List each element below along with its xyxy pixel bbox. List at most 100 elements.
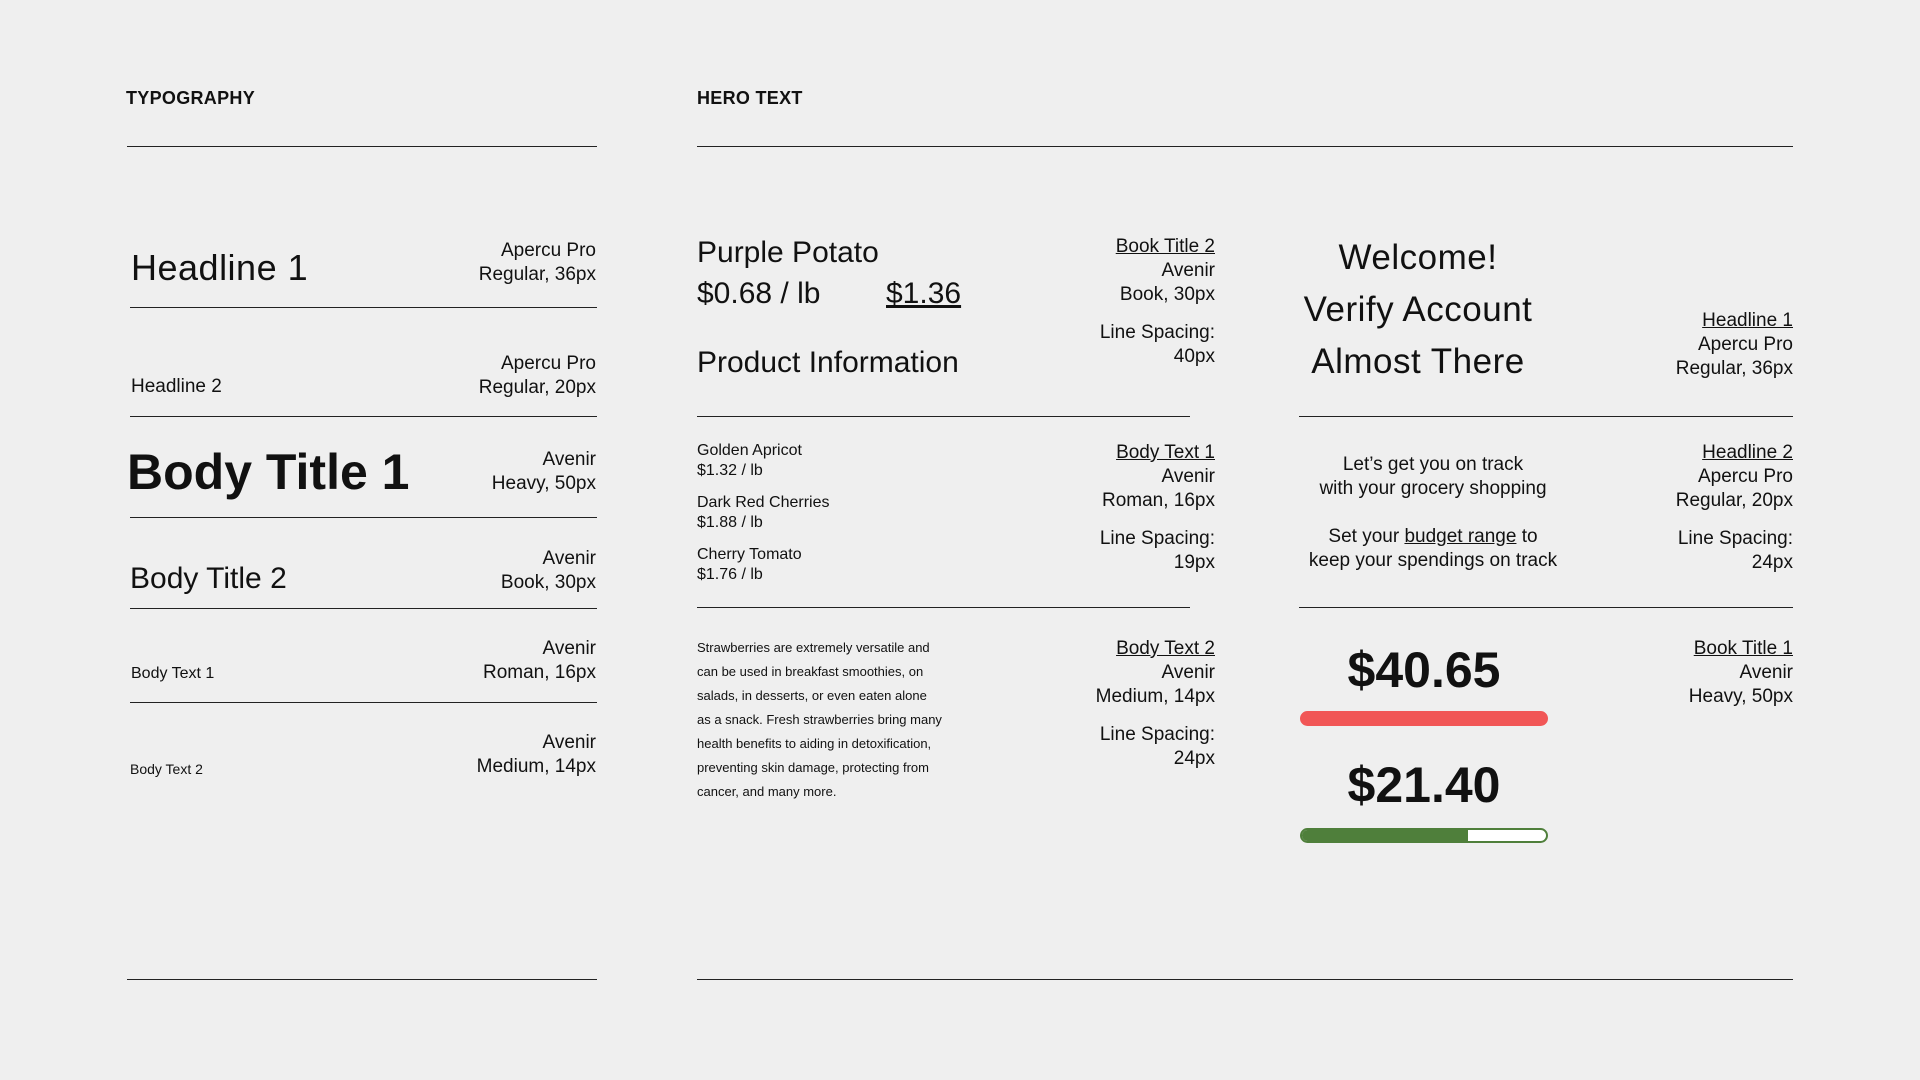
spec-detail: Roman, 16px <box>482 662 596 683</box>
spec-headline-2-hero: Headline 2 Apercu Pro Regular, 20px Line… <box>1676 441 1793 575</box>
onboarding-line: Let’s get you on track <box>1342 454 1524 475</box>
spec-title-link[interactable]: Book Title 2 <box>1115 236 1215 257</box>
spec-spacing: 19px <box>1173 552 1215 573</box>
budget-range-link[interactable]: budget range <box>1404 526 1517 547</box>
divider <box>697 416 1190 417</box>
typography-section-title: TYPOGRAPHY <box>126 88 256 108</box>
spec-title-link[interactable]: Body Text 1 <box>1116 442 1215 463</box>
onboarding-line: Set your budget range to <box>1290 525 1576 549</box>
divider <box>697 146 1793 147</box>
item-price: $1.88 / lb <box>697 514 763 531</box>
spec-font: Apercu Pro <box>1697 334 1793 355</box>
spec-font: Apercu Pro <box>500 240 596 261</box>
product-unit-price: $0.68 / lb <box>697 277 821 310</box>
spec-detail: Roman, 16px <box>1101 490 1215 511</box>
spec-spacing-label: Line Spacing: <box>1099 528 1215 549</box>
hero-text-section-title: HERO TEXT <box>697 88 803 108</box>
list-item: Cherry Tomato $1.76 / lb <box>697 545 829 585</box>
divider <box>1299 607 1793 608</box>
spec-detail: Medium, 14px <box>476 756 596 777</box>
spec-detail: Medium, 14px <box>1095 686 1215 707</box>
divider <box>127 979 597 980</box>
spec-detail: Heavy, 50px <box>1688 686 1793 707</box>
spec-body-text-2: Avenir Medium, 14px <box>477 731 596 779</box>
product-total-price[interactable]: $1.36 <box>886 277 962 310</box>
paragraph-line: Strawberries are extremely versatile and <box>697 640 930 655</box>
spec-body-text-1: Avenir Roman, 16px <box>483 637 596 685</box>
spec-body-text-2-hero: Body Text 2 Avenir Medium, 14px Line Spa… <box>1096 637 1215 771</box>
divider <box>1299 416 1793 417</box>
amount-secondary: $21.40 <box>1347 757 1501 813</box>
headline-verify-account: Verify Account <box>1303 290 1533 329</box>
hero-headlines: Welcome! Verify Account Almost There <box>1298 232 1538 388</box>
paragraph-line: as a snack. Fresh strawberries bring man… <box>697 712 942 727</box>
spec-headline-1-hero: Headline 1 Apercu Pro Regular, 36px <box>1676 309 1793 381</box>
spec-body-text-1-hero: Body Text 1 Avenir Roman, 16px Line Spac… <box>1100 441 1215 575</box>
spec-detail: Regular, 20px <box>1675 490 1793 511</box>
spec-font: Avenir <box>1161 466 1215 487</box>
sample-body-title-2: Body Title 2 <box>130 562 287 595</box>
spec-detail: Heavy, 50px <box>491 473 596 494</box>
spec-spacing: 40px <box>1173 346 1215 367</box>
spec-title-link[interactable]: Body Text 2 <box>1116 638 1215 659</box>
sample-body-text-2: Body Text 2 <box>130 761 203 777</box>
spec-font: Avenir <box>542 449 596 470</box>
sample-headline-1: Headline 1 <box>131 247 309 288</box>
amount-primary: $40.65 <box>1347 642 1501 698</box>
spec-font: Avenir <box>1161 662 1215 683</box>
sample-body-title-1: Body Title 1 <box>127 444 410 500</box>
spec-font: Apercu Pro <box>1697 466 1793 487</box>
budget-progress-bar-green <box>1300 828 1548 843</box>
spec-font: Apercu Pro <box>500 353 596 374</box>
budget-progress-bar-red <box>1300 711 1548 726</box>
paragraph-line: preventing skin damage, protecting from <box>697 760 929 775</box>
onboarding-text: Set your <box>1328 526 1405 547</box>
spec-detail: Regular, 36px <box>478 264 596 285</box>
divider <box>127 146 597 147</box>
item-price: $1.32 / lb <box>697 462 763 479</box>
spec-spacing-label: Line Spacing: <box>1099 724 1215 745</box>
spec-font: Avenir <box>1739 662 1793 683</box>
spec-detail: Regular, 36px <box>1675 358 1793 379</box>
progress-fill <box>1302 830 1468 841</box>
divider <box>130 307 597 308</box>
product-information-heading: Product Information <box>697 346 959 379</box>
spec-detail: Regular, 20px <box>478 377 596 398</box>
divider <box>130 702 597 703</box>
spec-body-title-2: Avenir Book, 30px <box>501 547 596 595</box>
item-name: Golden Apricot <box>697 442 802 459</box>
headline-welcome: Welcome! <box>1338 238 1498 277</box>
item-list: Golden Apricot $1.32 / lb Dark Red Cherr… <box>697 441 829 585</box>
spec-detail: Book, 30px <box>500 572 596 593</box>
spec-spacing-label: Line Spacing: <box>1677 528 1793 549</box>
divider <box>130 416 597 417</box>
list-item: Golden Apricot $1.32 / lb <box>697 441 829 493</box>
spec-headline-2: Apercu Pro Regular, 20px <box>479 352 596 400</box>
item-price: $1.76 / lb <box>697 566 763 583</box>
spec-book-title-2: Book Title 2 Avenir Book, 30px Line Spac… <box>1100 235 1215 369</box>
spec-book-title-1-hero: Book Title 1 Avenir Heavy, 50px <box>1689 637 1793 709</box>
strawberry-paragraph: Strawberries are extremely versatile and… <box>697 636 942 804</box>
onboarding-line: keep your spendings on track <box>1308 550 1558 571</box>
spec-detail: Book, 30px <box>1119 284 1215 305</box>
spec-title-link[interactable]: Book Title 1 <box>1693 638 1793 659</box>
spec-font: Avenir <box>542 638 596 659</box>
divider <box>697 607 1190 608</box>
divider <box>130 517 597 518</box>
onboarding-copy: Let’s get you on track with your grocery… <box>1290 453 1576 573</box>
spec-title-link[interactable]: Headline 2 <box>1702 442 1793 463</box>
paragraph-line: salads, in desserts, or even eaten alone <box>697 688 927 703</box>
item-name: Cherry Tomato <box>697 546 802 563</box>
spec-font: Avenir <box>542 732 596 753</box>
product-name: Purple Potato <box>697 236 879 269</box>
onboarding-text: to <box>1516 526 1538 547</box>
divider <box>130 608 597 609</box>
spec-font: Avenir <box>542 548 596 569</box>
headline-almost-there: Almost There <box>1311 342 1525 381</box>
sample-headline-2: Headline 2 <box>131 376 222 397</box>
sample-body-text-1: Body Text 1 <box>131 665 215 682</box>
list-item: Dark Red Cherries $1.88 / lb <box>697 493 829 545</box>
progress-fill <box>1300 711 1548 726</box>
paragraph-line: can be used in breakfast smoothies, on <box>697 664 924 679</box>
spec-title-link[interactable]: Headline 1 <box>1702 310 1793 331</box>
